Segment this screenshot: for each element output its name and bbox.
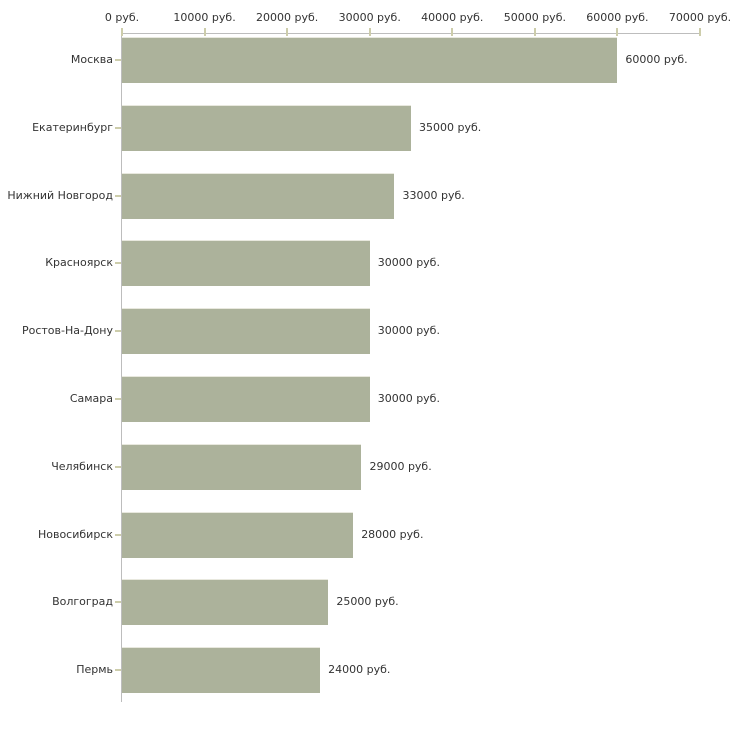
category-tick-mark (115, 59, 121, 61)
x-axis-tick-label: 30000 руб. (338, 11, 401, 24)
x-axis-tick-mark (203, 28, 206, 36)
value-label: 30000 руб. (377, 256, 440, 270)
value-label: 30000 руб. (377, 392, 440, 405)
x-axis-line (121, 33, 700, 34)
category-tick-mark (115, 669, 121, 672)
x-axis-tick-mark (699, 28, 701, 36)
category-label: Ростов-На-Дону (21, 324, 113, 338)
x-axis-tick-mark (616, 28, 619, 36)
category-tick-mark (115, 330, 121, 333)
bar (122, 104, 411, 151)
bar (122, 647, 321, 694)
value-label: 28000 руб. (361, 527, 424, 541)
x-axis-tick-label: 20000 руб. (256, 11, 319, 24)
category-label: Екатеринбург (32, 120, 113, 134)
category-tick-mark (115, 465, 121, 468)
value-label: 33000 руб. (402, 188, 465, 202)
category-tick-mark (115, 262, 121, 265)
value-label: 25000 руб. (336, 595, 399, 609)
category-tick-mark (115, 398, 121, 400)
x-axis-tick-mark (533, 28, 536, 36)
y-axis-line (121, 33, 122, 702)
bar (122, 240, 370, 287)
category-label: Пермь (76, 663, 113, 677)
category-label: Нижний Новгород (7, 188, 113, 202)
category-label: Красноярск (45, 256, 113, 270)
category-label: Самара (69, 392, 113, 405)
value-label: 30000 руб. (377, 324, 440, 338)
bar (122, 308, 370, 355)
category-label: Челябинск (51, 459, 113, 473)
value-label: 60000 руб. (625, 53, 688, 66)
x-axis-tick-mark (121, 28, 123, 36)
category-label: Москва (70, 53, 113, 66)
value-label: 35000 руб. (419, 120, 482, 134)
x-axis-tick-mark (286, 28, 289, 36)
bar (122, 172, 395, 219)
bar (122, 376, 370, 422)
category-tick-mark (115, 601, 121, 604)
category-tick-mark (115, 533, 121, 536)
x-axis-tick-mark (451, 28, 454, 36)
x-axis-tick-label: 50000 руб. (503, 11, 566, 24)
x-axis-tick-label: 70000 руб. (668, 11, 730, 24)
x-axis-tick-label: 0 руб. (104, 11, 140, 24)
value-label: 24000 руб. (328, 663, 391, 677)
bar (122, 579, 329, 626)
category-label: Волгоград (52, 595, 113, 609)
x-axis-tick-label: 10000 руб. (173, 11, 236, 24)
x-axis-tick-mark (368, 28, 371, 36)
x-axis-tick-label: 60000 руб. (586, 11, 649, 24)
category-tick-mark (115, 126, 121, 129)
bar (122, 443, 362, 490)
bar (122, 37, 618, 83)
category-tick-mark (115, 194, 121, 197)
x-axis-tick-label: 40000 руб. (421, 11, 484, 24)
value-label: 29000 руб. (369, 459, 432, 473)
category-label: Новосибирск (37, 527, 113, 541)
bar (122, 511, 354, 558)
